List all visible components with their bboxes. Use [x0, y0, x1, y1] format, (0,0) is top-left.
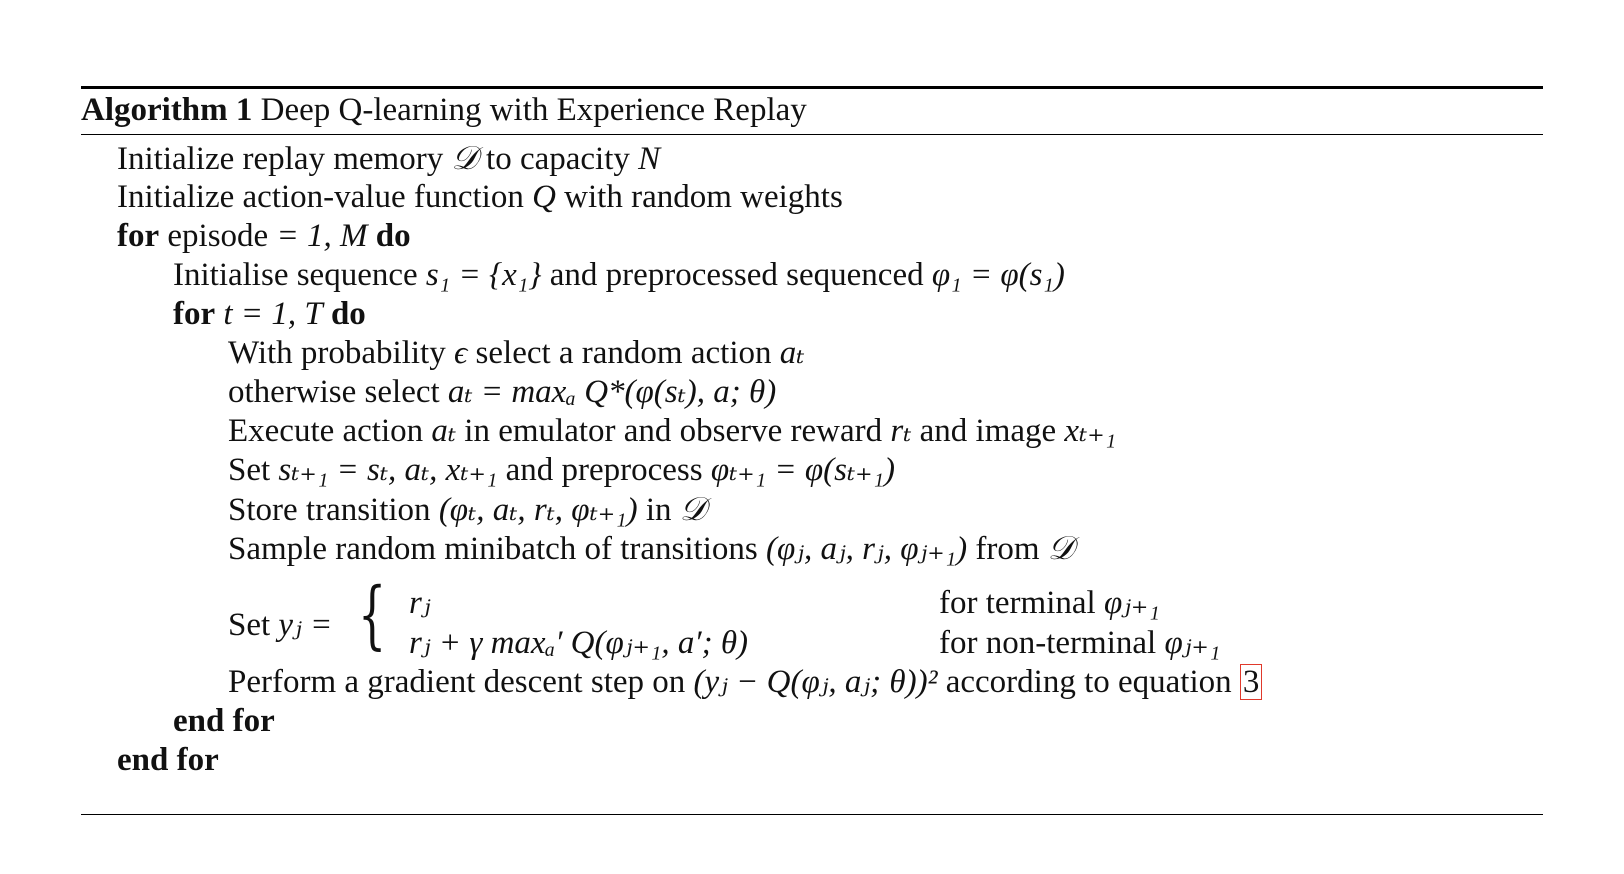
- caption-rule: [81, 134, 1543, 135]
- line-text: otherwise select: [228, 374, 448, 410]
- line-text: Initialize replay memory: [117, 141, 452, 177]
- keyword: for: [117, 218, 160, 254]
- math-expression: aₜ = maxₐ Q*(φ(sₜ), a; θ): [447, 374, 777, 410]
- math-symbol: N: [638, 141, 661, 177]
- math-symbol: φⱼ₊₁: [1164, 625, 1221, 661]
- math-expression: sₜ₊₁ = sₜ, aₜ, xₜ₊₁: [278, 452, 498, 488]
- keyword: do: [330, 296, 366, 332]
- line-text: Perform a gradient descent step on: [228, 664, 694, 700]
- line-epsilon-greedy: With probability ϵ select a random actio…: [228, 333, 804, 373]
- line-gradient-step: Perform a gradient descent step on (yⱼ −…: [228, 662, 1263, 702]
- line-store-transition: Store transition (φₜ, aₜ, rₜ, φₜ₊₁) in 𝒟: [228, 489, 706, 530]
- math-symbol: rₜ: [890, 413, 912, 449]
- math-symbol: 𝒟: [1047, 528, 1075, 567]
- keyword: end for: [173, 703, 275, 739]
- line-sample-minibatch: Sample random minibatch of transitions (…: [228, 528, 1074, 569]
- algorithm-title: Deep Q-learning with Experience Replay: [260, 92, 807, 128]
- line-for-episode: for episode = 1, M do: [117, 216, 411, 256]
- math-expression: rⱼ: [409, 585, 431, 621]
- math-symbol: 𝒟: [451, 138, 478, 177]
- math-expression: yⱼ =: [278, 607, 333, 643]
- left-brace: {: [358, 572, 387, 658]
- math-symbol: aₜ: [431, 413, 457, 449]
- line-text: Set: [228, 452, 279, 488]
- line-text: Initialize action-value function: [117, 179, 533, 215]
- line-text: Sample random minibatch of transitions: [228, 531, 766, 567]
- line-init-sequence: Initialise sequence s₁ = {x₁} and prepro…: [173, 255, 1065, 295]
- line-text: with random weights: [555, 179, 843, 215]
- line-text: Set: [228, 607, 279, 643]
- case-nonterminal-expr: rⱼ + γ maxₐ′ Q(φⱼ₊₁, a′; θ): [409, 623, 748, 663]
- line-end-for-inner: end for: [173, 701, 275, 741]
- line-text: With probability: [228, 335, 454, 371]
- math-symbol: ϵ: [453, 335, 468, 371]
- equation-reference-link[interactable]: 3: [1239, 664, 1263, 700]
- line-execute-action: Execute action aₜ in emulator and observ…: [228, 411, 1116, 451]
- target-cases: Set yⱼ = { rⱼ for terminal φⱼ₊₁ rⱼ + γ m…: [228, 573, 1328, 667]
- math-symbol: xₜ₊₁: [1064, 413, 1117, 449]
- math-expression: s₁ = {x₁}: [425, 257, 542, 293]
- line-text: for terminal: [939, 585, 1104, 621]
- line-text: Initialise sequence: [173, 257, 426, 293]
- math-expression: (φⱼ, aⱼ, rⱼ, φⱼ₊₁): [766, 531, 968, 567]
- line-text: to capacity: [477, 141, 639, 177]
- line-text: and preprocess: [497, 452, 711, 488]
- case-terminal-expr: rⱼ: [409, 583, 431, 623]
- line-text: in emulator and observe reward: [456, 413, 891, 449]
- line-text: according to equation: [937, 664, 1240, 700]
- math-expression: = 1, M: [276, 218, 368, 254]
- line-text: select a random action: [467, 335, 780, 371]
- top-rule: [81, 86, 1543, 89]
- line-text: Execute action: [228, 413, 432, 449]
- keyword: end for: [117, 742, 219, 778]
- math-expression: φ₁ = φ(s₁): [931, 257, 1065, 293]
- line-text: and preprocessed sequenced: [541, 257, 932, 293]
- line-init-q: Initialize action-value function Q with …: [117, 177, 843, 217]
- line-text: in: [637, 492, 680, 528]
- math-expression: φₜ₊₁ = φ(sₜ₊₁): [710, 452, 896, 488]
- math-expression: t = 1, T: [223, 296, 323, 332]
- line-end-for-outer: end for: [117, 740, 219, 780]
- cases-lhs: Set yⱼ =: [228, 605, 332, 645]
- case-nonterminal-cond: for non-terminal φⱼ₊₁: [939, 623, 1220, 663]
- line-text: from: [967, 531, 1048, 567]
- line-greedy-select: otherwise select aₜ = maxₐ Q*(φ(sₜ), a; …: [228, 372, 776, 412]
- math-symbol: φⱼ₊₁: [1103, 585, 1160, 621]
- line-init-memory: Initialize replay memory 𝒟 to capacity N: [117, 138, 660, 179]
- case-terminal-cond: for terminal φⱼ₊₁: [939, 583, 1160, 623]
- bottom-rule: [81, 814, 1543, 815]
- line-set-next-state: Set sₜ₊₁ = sₜ, aₜ, xₜ₊₁ and preprocess φ…: [228, 450, 895, 490]
- math-expression: rⱼ + γ maxₐ′ Q(φⱼ₊₁, a′; θ): [409, 625, 749, 661]
- keyword: do: [375, 218, 411, 254]
- line-text: Store transition: [228, 492, 439, 528]
- line-text: for non-terminal: [939, 625, 1165, 661]
- keyword: for: [173, 296, 216, 332]
- math-symbol: aₜ: [779, 335, 805, 371]
- line-text: and image: [911, 413, 1065, 449]
- line-text: episode: [159, 218, 277, 254]
- math-symbol: 𝒟: [679, 489, 707, 528]
- line-for-t: for t = 1, T do: [173, 294, 366, 334]
- algorithm-label: Algorithm 1: [81, 92, 253, 128]
- math-expression: (yⱼ − Q(φⱼ, aⱼ; θ))²: [693, 664, 938, 700]
- math-symbol: Q: [532, 179, 556, 215]
- math-expression: (φₜ, aₜ, rₜ, φₜ₊₁): [438, 492, 638, 528]
- algorithm-caption: Algorithm 1 Deep Q-learning with Experie…: [81, 90, 807, 130]
